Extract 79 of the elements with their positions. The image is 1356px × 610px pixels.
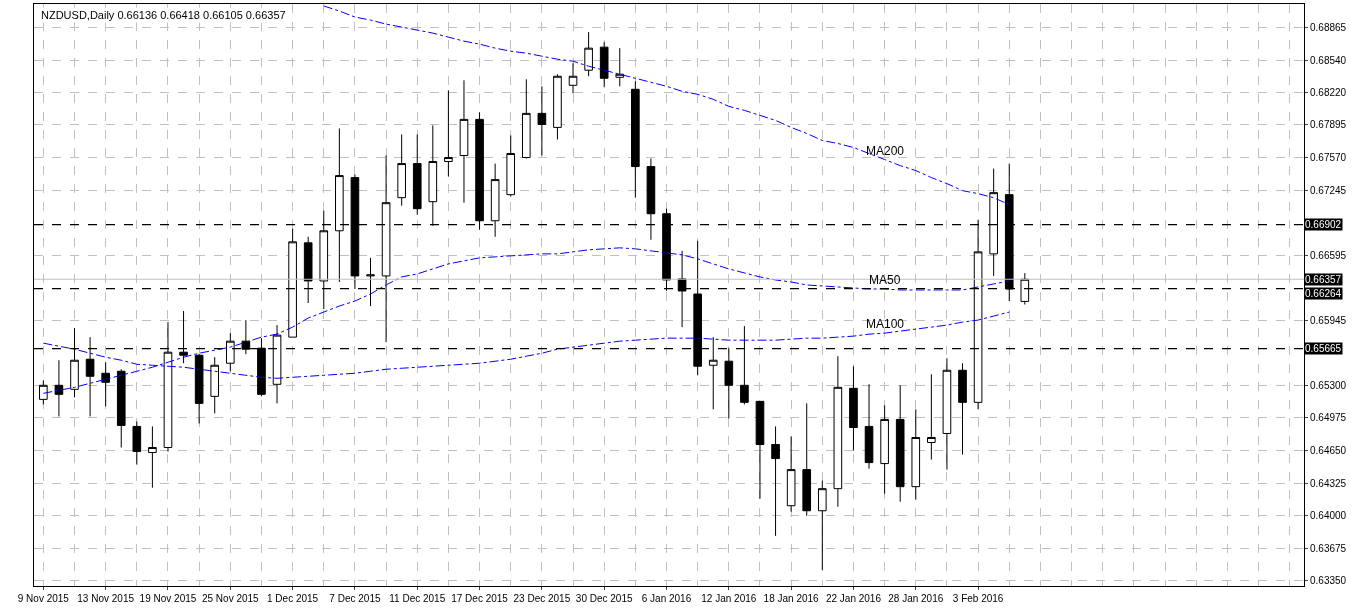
y-tick-label: 0.66595 — [1310, 249, 1347, 261]
candlestick — [194, 353, 204, 424]
candlestick — [631, 80, 640, 199]
x-tick-label: 6 Jan 2016 — [641, 593, 692, 604]
candlestick — [911, 408, 921, 501]
x-tick-label: 1 Dec 2015 — [267, 593, 319, 604]
candlestick — [521, 78, 531, 160]
candlestick — [568, 62, 578, 94]
candlestick — [553, 73, 562, 140]
y-tick-label: 0.63350 — [1310, 575, 1347, 587]
candlestick — [755, 400, 765, 500]
y-tick-label: 0.64975 — [1310, 412, 1347, 424]
candlestick — [708, 336, 718, 410]
candlestick — [864, 383, 874, 470]
y-tick-label: 0.68540 — [1310, 54, 1347, 66]
candlestick — [833, 355, 843, 508]
candlestick — [615, 47, 625, 87]
candlestick — [148, 425, 157, 489]
candlestick — [802, 402, 812, 517]
x-tick-label: 22 Jan 2016 — [825, 593, 882, 604]
y-tick-label: 0.68220 — [1310, 86, 1347, 98]
candlestick — [537, 85, 547, 157]
y-tick-label: 0.64000 — [1310, 510, 1347, 522]
candlestick — [942, 357, 952, 471]
x-tick-label: 18 Jan 2016 — [763, 593, 820, 604]
x-tick-label: 28 Jan 2016 — [888, 593, 944, 604]
candlestick — [459, 79, 469, 204]
candlestick — [849, 365, 858, 452]
x-tick-label: 25 Nov 2015 — [201, 593, 260, 604]
candlestick — [116, 368, 126, 449]
ref-line-label: 0.66357 — [1305, 274, 1342, 285]
x-tick-label: 17 Dec 2015 — [451, 593, 509, 604]
candlestick — [39, 379, 48, 405]
candlestick — [444, 89, 453, 178]
candlestick — [958, 362, 967, 456]
candlestick — [475, 111, 484, 231]
candlestick — [397, 133, 406, 207]
x-tick-label: 30 Dec 2015 — [575, 593, 633, 604]
y-tick-label: 0.64650 — [1310, 445, 1347, 457]
candlestick — [101, 361, 110, 407]
y-tick-label: 0.67570 — [1310, 152, 1347, 164]
candlestick — [771, 425, 780, 537]
candlestick — [599, 41, 609, 88]
y-tick-label: 0.65945 — [1310, 315, 1347, 327]
candlestick — [210, 356, 220, 414]
x-tick-label: 3 Feb 2016 — [952, 593, 1004, 604]
series-label: MA50 — [869, 273, 901, 287]
x-tick-label: 9 Nov 2015 — [17, 593, 70, 604]
text: NZDUSD,Daily 0.66136 0.66418 0.66105 0.66357 — [41, 9, 286, 21]
ref-line-label: 0.66902 — [1305, 219, 1342, 230]
candlestick — [880, 404, 889, 495]
candlestick — [132, 420, 142, 466]
candlestick — [895, 384, 905, 503]
y-tick-label: 0.65300 — [1310, 379, 1347, 391]
ref-line-label: 0.65665 — [1305, 343, 1342, 354]
candlestick — [506, 134, 516, 198]
candlestick — [54, 359, 64, 417]
y-tick-label: 0.63675 — [1310, 542, 1347, 554]
series-label: MA100 — [866, 317, 905, 331]
line-series — [323, 5, 1010, 206]
candlestick — [366, 257, 375, 307]
candlestick — [927, 373, 936, 461]
x-tick-label: 23 Dec 2015 — [513, 593, 571, 604]
y-tick-label: 0.64325 — [1310, 477, 1347, 489]
candlestick — [412, 133, 422, 216]
x-tick-label: 13 Nov 2015 — [77, 593, 135, 604]
y-tick-label: 0.67245 — [1310, 184, 1347, 196]
candlestick — [584, 31, 593, 77]
x-tick-label: 11 Dec 2015 — [389, 593, 446, 604]
x-tick-label: 7 Dec 2015 — [329, 593, 381, 604]
x-tick-label: 19 Nov 2015 — [139, 593, 197, 604]
y-tick-label: 0.68865 — [1310, 22, 1347, 34]
candlestick — [817, 480, 827, 571]
x-tick-label: 12 Jan 2016 — [701, 593, 757, 604]
series-label: MA200 — [866, 144, 905, 158]
ref-line-label: 0.66264 — [1305, 288, 1342, 299]
candlestick — [786, 435, 796, 513]
line-series — [42, 247, 1010, 394]
y-tick-label: 0.67895 — [1310, 119, 1347, 131]
